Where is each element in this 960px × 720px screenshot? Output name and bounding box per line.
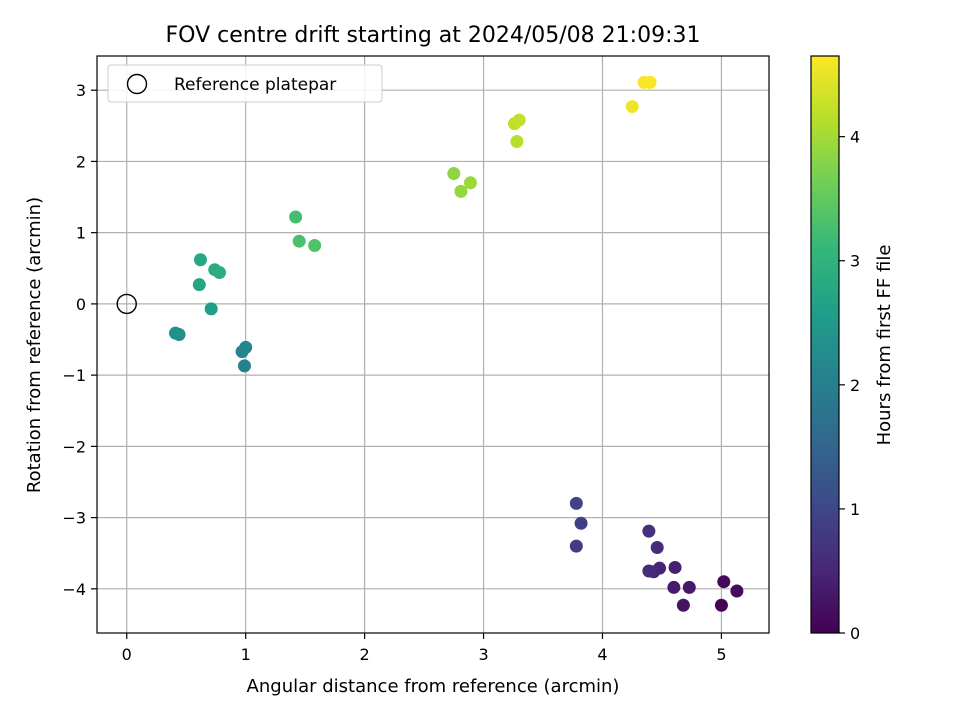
x-tick-label: 5 [716, 645, 726, 664]
legend-marker-icon [126, 73, 148, 95]
y-tick-label: 3 [76, 81, 86, 100]
y-axis-label: Rotation from reference (arcmin) [24, 197, 45, 493]
data-point [676, 598, 690, 612]
legend: Reference platepar [107, 64, 383, 103]
data-point [204, 302, 218, 316]
y-tick-label: 0 [76, 295, 86, 314]
data-point [192, 278, 206, 292]
data-point [642, 564, 656, 578]
y-tick-label: −4 [62, 580, 86, 599]
plot-frame [96, 55, 770, 634]
reference-platepar-marker [116, 293, 137, 315]
data-point [625, 100, 639, 114]
x-tick-label: 2 [360, 645, 370, 664]
x-axis-ticks: 0 1 2 3 4 5 [122, 633, 727, 664]
data-point [569, 539, 583, 553]
colorbar-tick-label: 4 [850, 128, 860, 147]
data-point [292, 234, 306, 248]
legend-box [107, 64, 383, 103]
grid-lines [97, 56, 769, 633]
data-point [717, 575, 731, 589]
data-point [682, 580, 696, 594]
colorbar-tick-label: 1 [850, 500, 860, 519]
colorbar: 0 1 2 3 4 Hours from first FF file [810, 55, 895, 643]
data-point [213, 266, 227, 280]
colorbar-ticks: 0 1 2 3 4 [839, 128, 860, 643]
colorbar-tick-label: 0 [850, 624, 860, 643]
data-point [193, 253, 207, 267]
data-point [714, 598, 728, 612]
y-tick-label: −2 [62, 437, 86, 456]
data-point [237, 359, 251, 373]
y-axis-ticks: −4 −3 −2 −1 0 1 2 3 [62, 81, 97, 599]
x-tick-label: 4 [597, 645, 607, 664]
colorbar-frame [810, 55, 840, 634]
colorbar-tick-label: 2 [850, 376, 860, 395]
data-point [308, 238, 322, 252]
data-point [642, 524, 656, 538]
data-point [510, 134, 524, 148]
data-point [574, 516, 588, 530]
y-tick-label: 1 [76, 224, 86, 243]
plot-area: 0 1 2 3 4 5 −4 −3 −2 −1 0 1 2 3 [62, 55, 770, 664]
data-point [569, 496, 583, 510]
data-point [667, 580, 681, 594]
y-tick-label: 2 [76, 152, 86, 171]
x-tick-label: 3 [478, 645, 488, 664]
data-point [289, 210, 303, 224]
colorbar-tick-label: 3 [850, 252, 860, 271]
data-point [239, 340, 253, 354]
x-tick-label: 0 [122, 645, 132, 664]
x-tick-label: 1 [241, 645, 251, 664]
data-point [447, 167, 461, 181]
data-point [643, 75, 657, 89]
y-tick-label: −3 [62, 509, 86, 528]
colorbar-label: Hours from first FF file [874, 245, 895, 446]
legend-entry-label: Reference platepar [174, 75, 336, 95]
chart-title: FOV centre drift starting at 2024/05/08 … [166, 23, 701, 48]
data-point [668, 560, 682, 574]
data-point [454, 184, 468, 198]
colorbar-gradient [811, 56, 839, 633]
data-point [168, 326, 182, 340]
data-points [116, 75, 744, 612]
x-axis-label: Angular distance from reference (arcmin) [247, 676, 620, 697]
data-point [512, 113, 526, 127]
data-point [650, 541, 664, 555]
data-point [730, 584, 744, 598]
data-point [463, 176, 477, 190]
y-tick-label: −1 [62, 366, 86, 385]
